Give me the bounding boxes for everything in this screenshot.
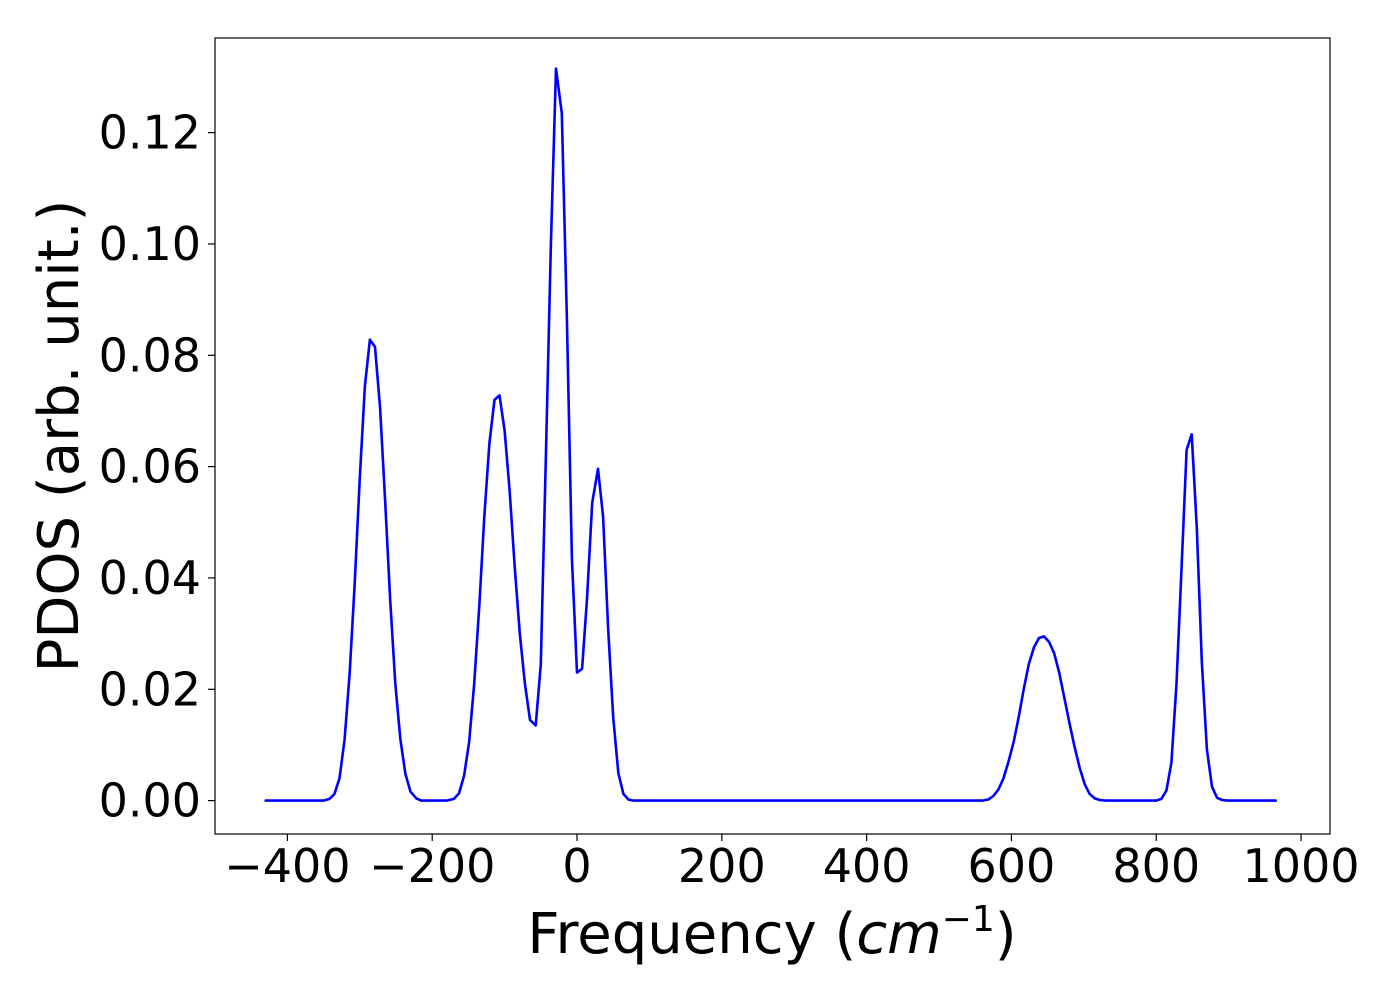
x-tick-label: −200 bbox=[369, 839, 495, 893]
y-axis-ticks: 0.00 0.02 0.04 0.06 0.08 0.10 0.12 bbox=[99, 106, 215, 828]
plot-area bbox=[264, 67, 1277, 802]
y-tick-label: 0.06 bbox=[99, 440, 201, 494]
y-axis-label: PDOS (arb. unit.) bbox=[27, 200, 92, 673]
axes-frame bbox=[214, 37, 1331, 835]
y-tick-label: 0.12 bbox=[99, 106, 201, 160]
x-tick-label: 400 bbox=[823, 839, 911, 893]
x-tick-label: 800 bbox=[1112, 839, 1200, 893]
x-tick-label: 0 bbox=[562, 839, 591, 893]
y-tick-label: 0.02 bbox=[99, 662, 201, 716]
pdos-series-line bbox=[264, 67, 1277, 802]
x-tick-label: −400 bbox=[224, 839, 350, 893]
y-tick-label: 0.04 bbox=[99, 551, 201, 605]
x-axis-ticks: −400 −200 0 200 400 600 800 1000 bbox=[224, 834, 1360, 893]
x-tick-label: 200 bbox=[678, 839, 766, 893]
x-tick-label: 1000 bbox=[1242, 839, 1359, 893]
y-tick-label: 0.08 bbox=[99, 328, 201, 382]
x-tick-label: 600 bbox=[968, 839, 1056, 893]
y-tick-label: 0.10 bbox=[99, 217, 201, 271]
x-axis-label: Frequency (cm−1) bbox=[527, 899, 1016, 967]
y-tick-label: 0.00 bbox=[99, 774, 201, 828]
